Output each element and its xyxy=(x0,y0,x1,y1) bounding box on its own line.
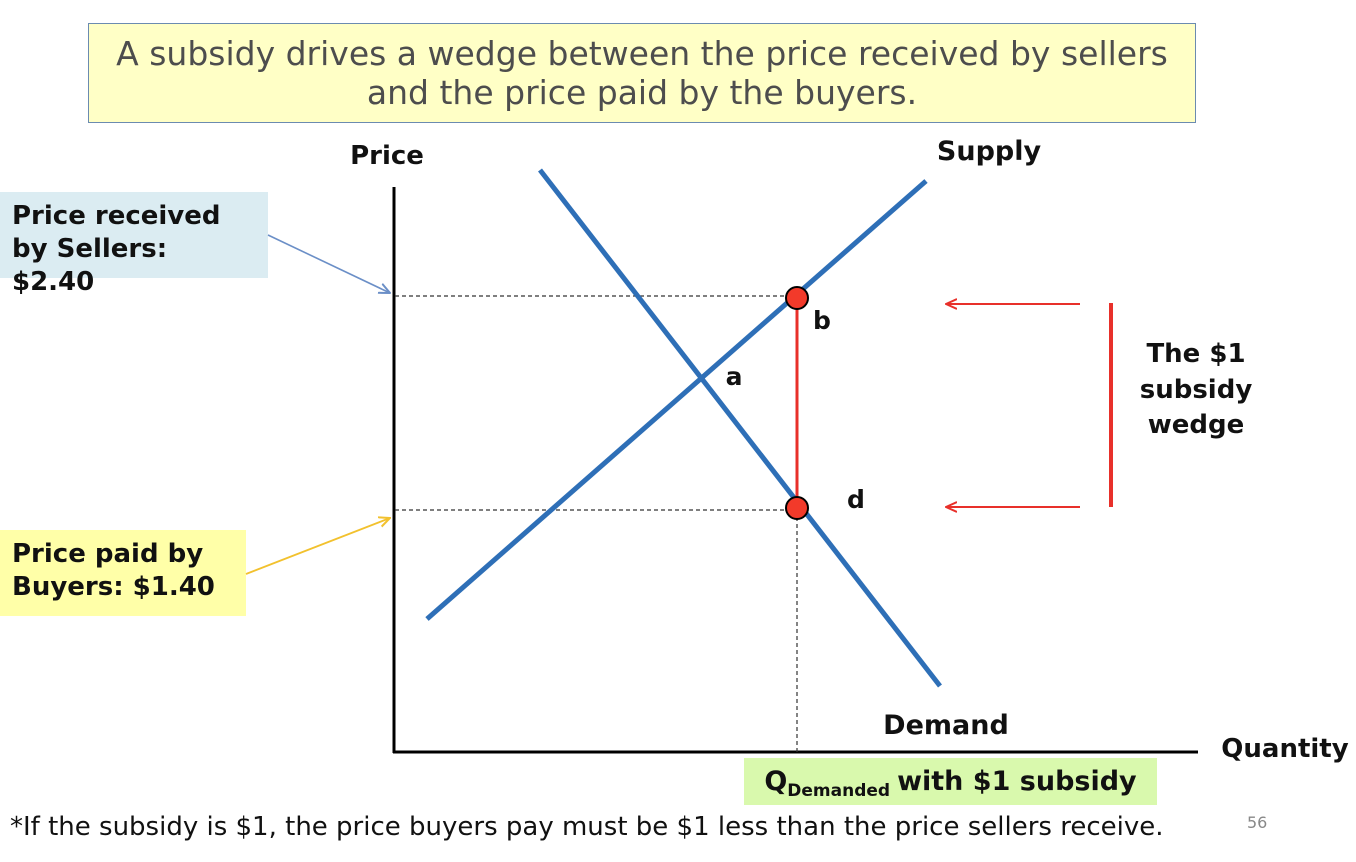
quantity-axis-label: Quantity xyxy=(1221,734,1348,764)
wedge-label-line-1: The $1 xyxy=(1146,339,1245,369)
quantity-subscript: Demanded xyxy=(787,780,891,801)
title-box: A subsidy drives a wedge between the pri… xyxy=(88,23,1196,123)
sellers-callout-arrow xyxy=(267,234,390,293)
supply-curve xyxy=(425,179,928,621)
sellers-price-callout: Price received by Sellers: $2.40 xyxy=(0,192,268,297)
buyers-callout-line-2: Buyers: $1.40 xyxy=(12,572,215,602)
page-number: 56 xyxy=(1247,813,1268,832)
buyers-callout-arrow xyxy=(245,518,390,575)
quantity-demanded-label: Q Demanded with $1 subsidy xyxy=(744,758,1157,805)
buyers-callout-line-1: Price paid by xyxy=(12,539,204,569)
title-line-2: and the price paid by the buyers. xyxy=(366,73,918,112)
wedge-label-line-2: subsidy xyxy=(1140,375,1253,405)
point-d-label: d xyxy=(847,485,865,514)
sellers-callout-line-2: by Sellers: $2.40 xyxy=(12,234,168,297)
supply-label: Supply xyxy=(937,136,1042,167)
demand-label: Demand xyxy=(883,710,1009,741)
point-d-marker xyxy=(785,496,809,520)
sellers-callout-line-1: Price received xyxy=(12,201,221,231)
title-line-1: A subsidy drives a wedge between the pri… xyxy=(116,34,1168,73)
footnote: *If the subsidy is $1, the price buyers … xyxy=(10,812,1164,842)
price-axis-label: Price xyxy=(350,141,424,171)
buyers-price-callout: Price paid by Buyers: $1.40 xyxy=(0,530,246,616)
wedge-label-line-3: wedge xyxy=(1148,410,1245,440)
point-a-label: a xyxy=(726,362,743,391)
demand-curve xyxy=(538,168,942,688)
point-b-marker xyxy=(785,286,809,310)
quantity-symbol: Q xyxy=(764,766,788,797)
quantity-description: with $1 subsidy xyxy=(897,766,1137,797)
point-b-label: b xyxy=(813,306,831,335)
